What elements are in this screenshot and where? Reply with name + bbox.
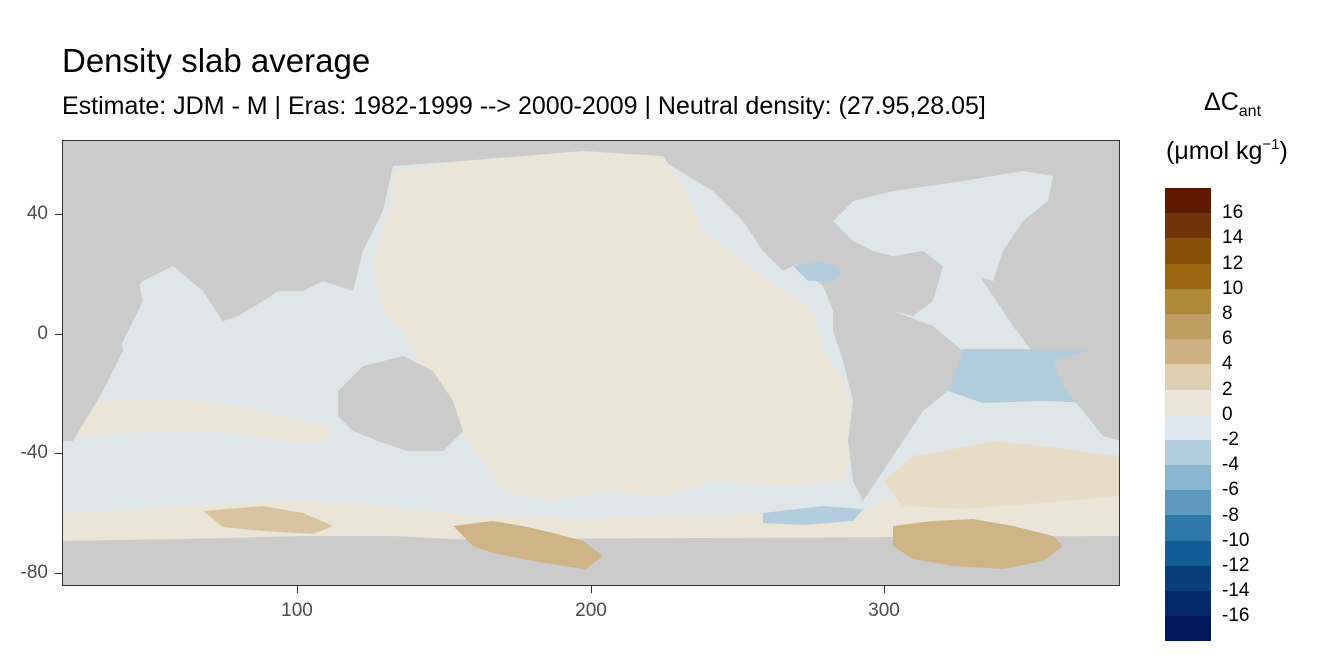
legend-label: 2 <box>1222 378 1233 400</box>
legend-color-step <box>1165 188 1211 214</box>
legend-title-main: ΔC <box>1204 88 1239 116</box>
legend-title-unit: (μmol kg−1) <box>1166 136 1288 166</box>
legend-unit-superscript: −1 <box>1262 136 1280 153</box>
legend-label: -4 <box>1222 454 1239 476</box>
y-tick-mark <box>55 334 62 335</box>
legend-color-step <box>1165 515 1211 541</box>
legend-label: 16 <box>1222 202 1244 224</box>
legend-color-step <box>1165 313 1211 340</box>
legend-color-step <box>1165 213 1211 239</box>
y-tick-label-40: 40 <box>26 203 48 224</box>
legend-color-step <box>1165 439 1211 466</box>
legend-label: -6 <box>1222 479 1239 501</box>
x-tick-mark <box>297 586 298 593</box>
legend-colorbar <box>1165 188 1211 642</box>
legend-color-step <box>1165 414 1211 440</box>
map-panel <box>62 140 1120 586</box>
antarctic-east-positive <box>203 506 333 534</box>
legend-color-step <box>1165 389 1211 415</box>
legend-color-step <box>1165 288 1211 314</box>
legend-label: 14 <box>1222 227 1244 249</box>
legend-label: -10 <box>1222 529 1250 551</box>
asia-land <box>133 141 393 321</box>
south-america-land <box>833 301 963 501</box>
legend-label: -8 <box>1222 504 1239 526</box>
south-atlantic-positive <box>883 441 1119 509</box>
legend-label: -2 <box>1222 429 1239 450</box>
legend-color-step <box>1165 263 1211 289</box>
ross-sea-positive <box>453 521 603 571</box>
x-tick-label-100: 100 <box>281 600 313 621</box>
legend-color-step <box>1165 591 1211 617</box>
map-subtitle: Estimate: JDM - M | Eras: 1982-1999 --> … <box>62 92 986 120</box>
y-tick-mark <box>55 573 62 574</box>
legend-label: 8 <box>1222 303 1233 324</box>
africa-land <box>63 141 143 441</box>
gulf-negative <box>793 261 843 281</box>
legend-color-step <box>1165 565 1211 591</box>
legend-color-step <box>1165 490 1211 516</box>
legend-label: 10 <box>1222 277 1244 299</box>
legend-color-step <box>1165 339 1211 365</box>
legend-label: 0 <box>1222 403 1233 425</box>
y-tick-mark <box>55 453 62 454</box>
legend-label: 4 <box>1222 353 1233 375</box>
antarctica-land <box>63 536 1119 585</box>
australia-land <box>338 356 463 451</box>
europe-africa-land <box>1003 166 1119 441</box>
legend-color-step <box>1165 364 1211 390</box>
indian-positive-band <box>63 399 333 441</box>
legend-label: -12 <box>1222 555 1250 576</box>
y-tick-label-minus40: -40 <box>20 442 48 463</box>
legend-title-subscript: ant <box>1238 103 1262 120</box>
legend-label: 6 <box>1222 328 1233 350</box>
map-title: Density slab average <box>62 42 371 79</box>
x-tick-mark <box>591 586 592 593</box>
legend-unit-prefix: (μmol kg <box>1166 137 1263 165</box>
y-tick-label-minus80: -80 <box>20 562 48 583</box>
legend-label: -14 <box>1222 580 1250 602</box>
y-tick-label-0: 0 <box>37 323 48 344</box>
x-tick-label-200: 200 <box>575 600 607 621</box>
y-tick-mark <box>55 214 62 215</box>
pacific-positive-region <box>373 151 855 501</box>
legend-unit-suffix: ) <box>1279 137 1288 165</box>
legend-label: 12 <box>1222 252 1244 274</box>
ocean-north-atlantic <box>833 171 1053 281</box>
legend-color-step <box>1165 540 1211 566</box>
legend-color-step <box>1165 616 1211 642</box>
x-tick-label-300: 300 <box>868 600 900 621</box>
x-tick-mark <box>884 586 885 593</box>
weddell-sea-positive <box>893 519 1063 569</box>
south-pacific-negative <box>763 506 863 525</box>
ocean-map <box>63 141 1119 585</box>
legend-color-step <box>1165 465 1211 491</box>
legend-color-step <box>1165 238 1211 264</box>
legend-label: -16 <box>1222 605 1250 627</box>
legend-title-variable: ΔCant <box>1204 88 1261 121</box>
north-america-land <box>663 141 1063 271</box>
